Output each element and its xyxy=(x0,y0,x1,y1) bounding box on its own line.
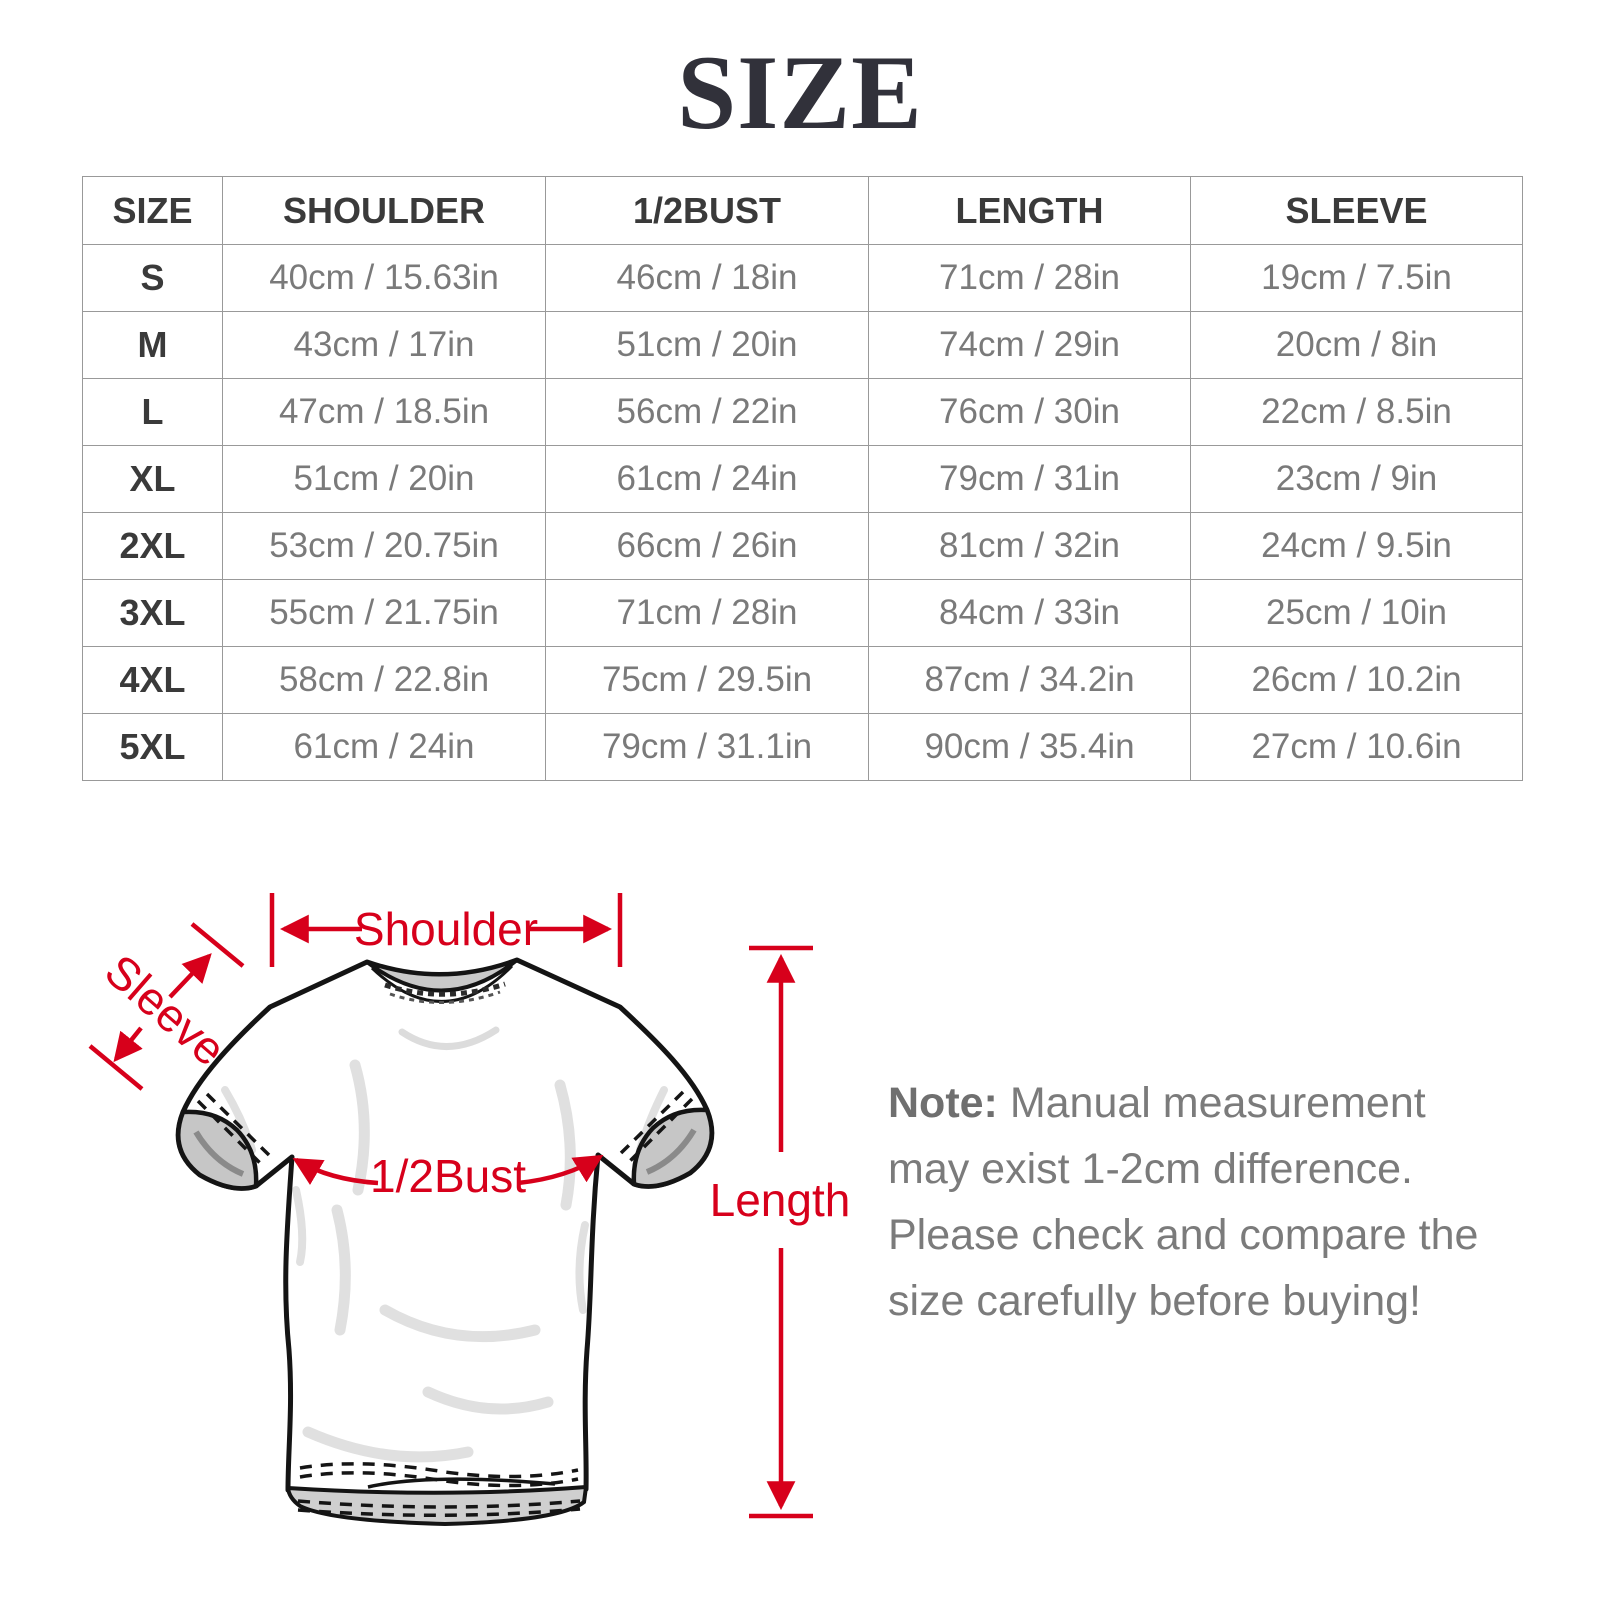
sleeve-arrow-up xyxy=(168,953,212,999)
cell-length: 84cm / 33in xyxy=(868,579,1191,647)
cell-sleeve: 24cm / 9.5in xyxy=(1190,512,1523,580)
wrinkle-lines xyxy=(221,1026,668,1463)
length-measure-label: Length xyxy=(710,1174,851,1226)
col-header-length: LENGTH xyxy=(868,176,1191,245)
table-row: 2XL 53cm / 20.75in 66cm / 26in 81cm / 32in 2… xyxy=(82,512,1523,580)
sleeve-tick-bottom xyxy=(88,1044,144,1091)
cell-length: 81cm / 32in xyxy=(868,512,1191,580)
sleeve-tick-top xyxy=(190,922,245,968)
cell-bust: 46cm / 18in xyxy=(545,244,869,312)
cell-size: M xyxy=(82,311,223,379)
cell-bust: 75cm / 29.5in xyxy=(545,646,869,714)
cell-sleeve: 26cm / 10.2in xyxy=(1190,646,1523,714)
cell-sleeve: 20cm / 8in xyxy=(1190,311,1523,379)
table-row: 4XL 58cm / 22.8in 75cm / 29.5in 87cm / 34.2… xyxy=(82,646,1523,714)
hem-band xyxy=(285,1484,589,1527)
cell-bust: 61cm / 24in xyxy=(545,445,869,513)
cell-size: 3XL xyxy=(82,579,223,647)
bust-arrow-right xyxy=(517,1154,604,1186)
table-row: XL 51cm / 20in 61cm / 24in 79cm / 31in 23cm … xyxy=(82,445,1523,513)
table-row: 3XL 55cm / 21.75in 71cm / 28in 84cm / 33in 2… xyxy=(82,579,1523,647)
shoulder-measure-label: Shoulder xyxy=(354,903,538,955)
cell-size: 5XL xyxy=(82,713,223,781)
cell-shoulder: 55cm / 21.75in xyxy=(222,579,546,647)
cell-length: 74cm / 29in xyxy=(868,311,1191,379)
size-table-body: S 40cm / 15.63in 46cm / 18in 71cm / 28in 19c… xyxy=(82,244,1523,781)
cell-size: XL xyxy=(82,445,223,513)
cell-bust: 51cm / 20in xyxy=(545,311,869,379)
table-row: S 40cm / 15.63in 46cm / 18in 71cm / 28in 19c… xyxy=(82,244,1523,312)
cell-shoulder: 53cm / 20.75in xyxy=(222,512,546,580)
bust-measure xyxy=(292,1154,604,1186)
right-cuff-stitches xyxy=(615,1090,694,1168)
measurement-annotations xyxy=(88,893,813,1519)
table-row: M 43cm / 17in 51cm / 20in 74cm / 29in 20cm /… xyxy=(82,311,1523,379)
size-table: SIZE SHOULDER 1/2BUST LENGTH SLEEVE S 40c… xyxy=(82,176,1523,781)
note-text: Note: Manual measurement may exist 1-2cm… xyxy=(888,1070,1512,1334)
cell-length: 76cm / 30in xyxy=(868,378,1191,446)
cell-sleeve: 27cm / 10.6in xyxy=(1190,713,1523,781)
table-header-row: SIZE SHOULDER 1/2BUST LENGTH SLEEVE xyxy=(82,176,1523,245)
cell-shoulder: 51cm / 20in xyxy=(222,445,546,513)
cell-bust: 71cm / 28in xyxy=(545,579,869,647)
cell-shoulder: 40cm / 15.63in xyxy=(222,244,546,312)
sleeve-measure xyxy=(88,922,245,1091)
left-cuff-shadow xyxy=(193,1130,245,1177)
cell-sleeve: 19cm / 7.5in xyxy=(1190,244,1523,312)
cell-length: 90cm / 35.4in xyxy=(868,713,1191,781)
col-header-sleeve: SLEEVE xyxy=(1190,176,1523,245)
cell-bust: 66cm / 26in xyxy=(545,512,869,580)
bust-arrow-left xyxy=(292,1157,379,1186)
cell-sleeve: 25cm / 10in xyxy=(1190,579,1523,647)
note-body: Manual measurement may exist 1-2cm diffe… xyxy=(888,1079,1479,1325)
page-title: SIZE xyxy=(677,34,923,151)
sleeve-arrow-down xyxy=(113,1026,143,1063)
cell-size: L xyxy=(82,378,223,446)
right-cuff-shadow xyxy=(645,1128,697,1175)
length-measure xyxy=(749,945,813,1519)
note-label: Note: xyxy=(888,1079,998,1127)
collar-stitch-zigzag2 xyxy=(389,990,501,1005)
bust-measure-label: 1/2Bust xyxy=(370,1150,526,1202)
hem-stitches xyxy=(297,1462,581,1518)
cell-bust: 79cm / 31.1in xyxy=(545,713,869,781)
table-row: L 47cm / 18.5in 56cm / 22in 76cm / 30in 22cm… xyxy=(82,378,1523,446)
left-cuff-stitches xyxy=(196,1092,275,1170)
col-header-bust: 1/2BUST xyxy=(545,176,869,245)
tshirt-illustration xyxy=(175,957,715,1527)
shoulder-measure xyxy=(269,893,623,967)
table-row: 5XL 61cm / 24in 79cm / 31.1in 90cm / 35.4in… xyxy=(82,713,1523,781)
tshirt-body xyxy=(178,960,712,1496)
cell-bust: 56cm / 22in xyxy=(545,378,869,446)
cell-length: 71cm / 28in xyxy=(868,244,1191,312)
col-header-size: SIZE xyxy=(82,176,223,245)
cell-size: S xyxy=(82,244,223,312)
cell-size: 4XL xyxy=(82,646,223,714)
cell-shoulder: 43cm / 17in xyxy=(222,311,546,379)
cell-shoulder: 61cm / 24in xyxy=(222,713,546,781)
cell-sleeve: 23cm / 9in xyxy=(1190,445,1523,513)
collar-stitch-zigzag xyxy=(384,981,506,997)
hem-fold-line xyxy=(367,1477,556,1489)
collar-inner xyxy=(365,958,519,993)
cell-shoulder: 58cm / 22.8in xyxy=(222,646,546,714)
cell-sleeve: 22cm / 8.5in xyxy=(1190,378,1523,446)
